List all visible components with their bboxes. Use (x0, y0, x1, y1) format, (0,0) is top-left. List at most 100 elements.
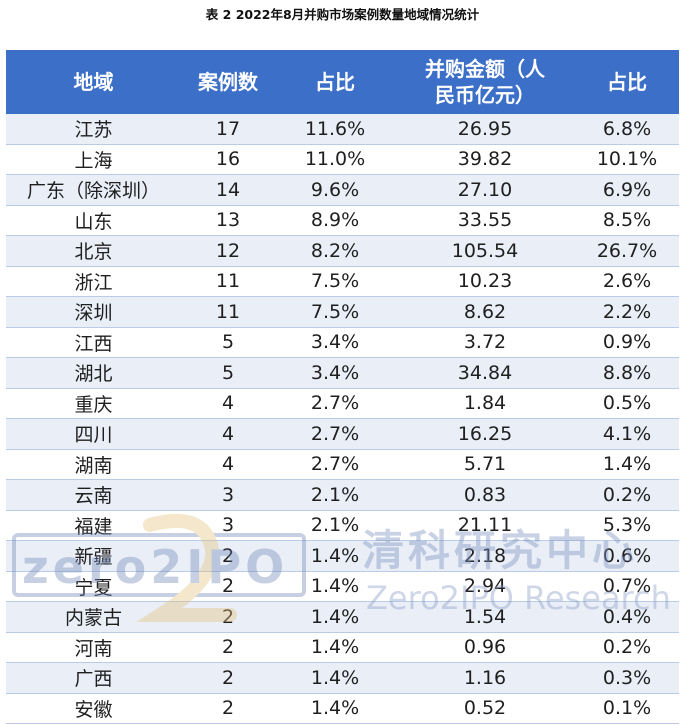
cases-cell: 3 (181, 510, 275, 541)
share-cases-cell: 2.1% (275, 479, 395, 511)
region-cell: 上海 (6, 144, 181, 175)
amount-cell: 105.54 (395, 235, 575, 267)
share-amount-cell: 1.4% (575, 449, 679, 480)
share-cases-cell: 1.4% (275, 571, 395, 602)
share-cases-cell: 8.2% (275, 235, 395, 267)
share-amount-cell: 6.8% (575, 114, 679, 145)
table-row: 云南 3 2.1% 0.83 0.2% (6, 479, 679, 511)
share-cases-cell: 1.4% (275, 693, 395, 724)
amount-cell: 3.72 (395, 327, 575, 358)
header-region: 地域 (6, 50, 181, 114)
share-amount-cell: 10.1% (575, 144, 679, 175)
share-amount-cell: 0.7% (575, 571, 679, 602)
amount-cell: 2.18 (395, 540, 575, 572)
region-cell: 浙江 (6, 266, 181, 297)
region-cell: 江苏 (6, 114, 181, 145)
cases-cell: 4 (181, 418, 275, 450)
header-amount: 并购金额（人 民币亿元） (395, 50, 575, 114)
share-amount-cell: 2.2% (575, 296, 679, 328)
share-amount-cell: 8.5% (575, 205, 679, 236)
region-cell: 云南 (6, 479, 181, 511)
share-amount-cell: 0.3% (575, 662, 679, 694)
amount-cell: 1.16 (395, 662, 575, 694)
region-cell: 湖北 (6, 357, 181, 389)
table-row: 内蒙古 2 1.4% 1.54 0.4% (6, 601, 679, 633)
table-row: 山东 13 8.9% 33.55 8.5% (6, 205, 679, 236)
region-cell: 湖南 (6, 449, 181, 480)
table-row: 北京 12 8.2% 105.54 26.7% (6, 235, 679, 267)
table-row: 浙江 11 7.5% 10.23 2.6% (6, 266, 679, 297)
share-amount-cell: 0.2% (575, 632, 679, 663)
region-cell: 深圳 (6, 296, 181, 328)
share-amount-cell: 6.9% (575, 174, 679, 206)
table-row: 湖南 4 2.7% 5.71 1.4% (6, 449, 679, 480)
region-cell: 福建 (6, 510, 181, 541)
share-amount-cell: 26.7% (575, 235, 679, 267)
amount-cell: 1.84 (395, 388, 575, 419)
cases-cell: 17 (181, 114, 275, 145)
share-cases-cell: 2.1% (275, 510, 395, 541)
share-amount-cell: 0.6% (575, 540, 679, 572)
table-row: 广东（除深圳） 14 9.6% 27.10 6.9% (6, 174, 679, 206)
region-cell: 内蒙古 (6, 601, 181, 633)
share-cases-cell: 11.6% (275, 114, 395, 145)
table-row: 福建 3 2.1% 21.11 5.3% (6, 510, 679, 541)
amount-cell: 39.82 (395, 144, 575, 175)
share-cases-cell: 9.6% (275, 174, 395, 206)
header-amount-line1: 并购金额（人 (425, 57, 545, 81)
cases-cell: 11 (181, 266, 275, 297)
header-share-amount: 占比 (575, 50, 679, 114)
amount-cell: 16.25 (395, 418, 575, 450)
region-cell: 江西 (6, 327, 181, 358)
share-amount-cell: 4.1% (575, 418, 679, 450)
cases-cell: 5 (181, 327, 275, 358)
header-share-cases: 占比 (275, 50, 395, 114)
amount-cell: 2.94 (395, 571, 575, 602)
region-cell: 重庆 (6, 388, 181, 419)
amount-cell: 26.95 (395, 114, 575, 145)
table-caption: 表 2 2022年8月并购市场案例数量地域情况统计 (205, 7, 480, 22)
share-cases-cell: 2.7% (275, 418, 395, 450)
amount-cell: 8.62 (395, 296, 575, 328)
cases-cell: 3 (181, 479, 275, 511)
share-amount-cell: 5.3% (575, 510, 679, 541)
table-row: 安徽 2 1.4% 0.52 0.1% (6, 693, 679, 724)
amount-cell: 0.83 (395, 479, 575, 511)
share-cases-cell: 7.5% (275, 266, 395, 297)
amount-cell: 21.11 (395, 510, 575, 541)
header-amount-line2: 民币亿元） (435, 83, 535, 107)
share-amount-cell: 8.8% (575, 357, 679, 389)
cases-cell: 2 (181, 632, 275, 663)
table-row: 河南 2 1.4% 0.96 0.2% (6, 632, 679, 663)
cases-cell: 2 (181, 662, 275, 694)
header-cases: 案例数 (181, 50, 275, 114)
share-amount-cell: 0.5% (575, 388, 679, 419)
amount-cell: 33.55 (395, 205, 575, 236)
share-amount-cell: 0.4% (575, 601, 679, 633)
share-amount-cell: 0.9% (575, 327, 679, 358)
region-cell: 山东 (6, 205, 181, 236)
share-cases-cell: 2.7% (275, 449, 395, 480)
share-amount-cell: 2.6% (575, 266, 679, 297)
region-cell: 安徽 (6, 693, 181, 724)
amount-cell: 27.10 (395, 174, 575, 206)
share-cases-cell: 1.4% (275, 601, 395, 633)
share-cases-cell: 2.7% (275, 388, 395, 419)
cases-cell: 2 (181, 540, 275, 572)
region-cell: 四川 (6, 418, 181, 450)
share-cases-cell: 8.9% (275, 205, 395, 236)
share-cases-cell: 1.4% (275, 662, 395, 694)
region-cell: 河南 (6, 632, 181, 663)
cases-cell: 16 (181, 144, 275, 175)
region-statistics-table: 地域 案例数 占比 并购金额（人 民币亿元） 占比 江苏 17 11.6% 26.95… (6, 50, 679, 724)
amount-cell: 0.96 (395, 632, 575, 663)
share-cases-cell: 1.4% (275, 540, 395, 572)
table-row: 上海 16 11.0% 39.82 10.1% (6, 144, 679, 175)
share-cases-cell: 3.4% (275, 327, 395, 358)
cases-cell: 13 (181, 205, 275, 236)
table-body: 江苏 17 11.6% 26.95 6.8% 上海 16 11.0% 39.82 10.1% 广东（… (6, 114, 679, 724)
amount-cell: 0.52 (395, 693, 575, 724)
share-cases-cell: 7.5% (275, 296, 395, 328)
region-cell: 新疆 (6, 540, 181, 572)
cases-cell: 5 (181, 357, 275, 389)
